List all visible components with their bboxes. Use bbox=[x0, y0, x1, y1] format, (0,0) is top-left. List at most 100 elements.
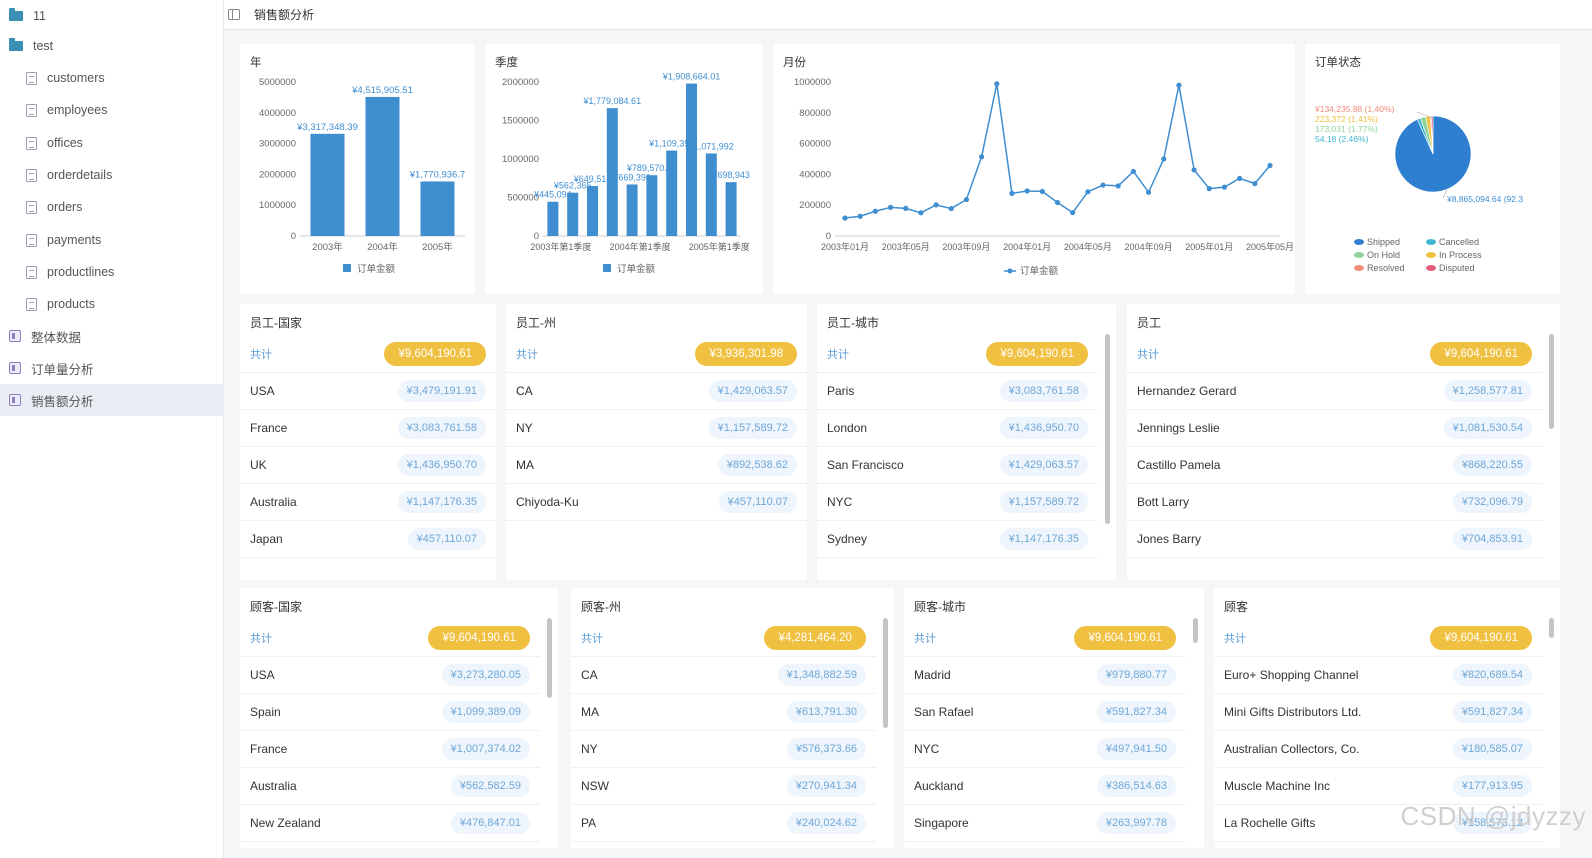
table-row[interactable]: MA ¥613,791.30 bbox=[571, 694, 876, 731]
table-row[interactable]: Chiyoda-Ku ¥457,110.07 bbox=[506, 484, 807, 521]
data-point[interactable] bbox=[857, 213, 863, 219]
data-point[interactable] bbox=[1115, 183, 1121, 189]
data-point[interactable] bbox=[918, 210, 924, 216]
sidebar-item-products[interactable]: products bbox=[0, 288, 224, 320]
data-point[interactable] bbox=[1161, 156, 1167, 162]
table-row[interactable]: Australia ¥562,582.59 bbox=[240, 768, 540, 805]
data-point[interactable] bbox=[1054, 199, 1061, 206]
sidebar-item-test[interactable]: test bbox=[0, 30, 224, 62]
legend-item-on-hold[interactable]: On Hold bbox=[1354, 250, 1400, 260]
table-row[interactable]: France ¥3,083,761.58 bbox=[240, 410, 496, 447]
table-row[interactable]: UK ¥1,436,950.70 bbox=[240, 447, 496, 484]
sidebar-item-item[interactable]: 销售额分析 bbox=[0, 384, 224, 416]
bar[interactable] bbox=[547, 201, 559, 236]
table-row[interactable]: CA ¥1,348,882.59 bbox=[571, 657, 876, 694]
legend[interactable]: 订单金额 bbox=[1004, 265, 1059, 277]
sidebar-item-payments[interactable]: payments bbox=[0, 224, 224, 256]
table-row[interactable]: Bott Larry ¥732,096.79 bbox=[1127, 484, 1542, 521]
sidebar-item-offices[interactable]: offices bbox=[0, 127, 224, 159]
data-point[interactable] bbox=[1267, 162, 1273, 169]
table-row[interactable]: Jennings Leslie ¥1,081,530.54 bbox=[1127, 410, 1542, 447]
sidebar-item-orders[interactable]: orders bbox=[0, 191, 224, 223]
table-row[interactable]: USA ¥3,479,191.91 bbox=[240, 373, 496, 410]
data-point[interactable] bbox=[1191, 167, 1197, 173]
table-row[interactable]: France ¥1,007,374.02 bbox=[240, 731, 540, 768]
bar[interactable] bbox=[587, 185, 598, 236]
table-row[interactable]: New Zealand ¥476,847.01 bbox=[240, 805, 540, 842]
table-row[interactable]: USA ¥3,273,280.05 bbox=[240, 657, 540, 694]
table-row[interactable]: CA ¥1,429,063.57 bbox=[506, 373, 807, 410]
table-row[interactable]: Jones Barry ¥704,853.91 bbox=[1127, 521, 1542, 558]
data-point[interactable] bbox=[1009, 190, 1015, 196]
data-point[interactable] bbox=[1039, 188, 1045, 195]
bar[interactable] bbox=[567, 192, 579, 236]
legend[interactable]: 订单金额 bbox=[603, 263, 656, 275]
table-total-row[interactable]: 共计 ¥9,604,190.61 bbox=[817, 336, 1098, 373]
sidebar-item-orderdetails[interactable]: orderdetails bbox=[0, 159, 224, 191]
bar[interactable] bbox=[686, 83, 697, 236]
table-row[interactable]: Madrid ¥979,880.77 bbox=[904, 657, 1186, 694]
table-row[interactable]: Japan ¥457,110.07 bbox=[240, 521, 496, 558]
bar[interactable] bbox=[666, 150, 678, 236]
table-total-row[interactable]: 共计 ¥9,604,190.61 bbox=[240, 620, 540, 657]
bar[interactable] bbox=[310, 133, 345, 236]
table-row[interactable]: NY ¥576,373.66 bbox=[571, 731, 876, 768]
table-row[interactable]: San Rafael ¥591,827.34 bbox=[904, 694, 1186, 731]
table-row[interactable]: Australian Collectors, Co. ¥180,585.07 bbox=[1214, 731, 1542, 768]
data-point[interactable] bbox=[1237, 175, 1243, 181]
data-point[interactable] bbox=[1085, 189, 1091, 195]
table-row[interactable]: Paris ¥3,083,761.58 bbox=[817, 373, 1098, 410]
legend-item-in-process[interactable]: In Process bbox=[1426, 250, 1482, 260]
sidebar-toggle-icon[interactable] bbox=[228, 9, 240, 20]
bar[interactable] bbox=[420, 181, 455, 236]
sidebar-item-item[interactable]: 整体数据 bbox=[0, 320, 224, 352]
data-point[interactable] bbox=[903, 205, 909, 211]
table-total-row[interactable]: 共计 ¥9,604,190.61 bbox=[904, 620, 1186, 657]
data-point[interactable] bbox=[1024, 188, 1030, 194]
table-row[interactable]: NYC ¥1,157,589.72 bbox=[817, 484, 1098, 521]
table-row[interactable]: MA ¥892,538.62 bbox=[506, 447, 807, 484]
data-point[interactable] bbox=[1221, 184, 1228, 190]
data-point[interactable] bbox=[1252, 180, 1258, 187]
table-row[interactable]: Auckland ¥386,514.63 bbox=[904, 768, 1186, 805]
table-total-row[interactable]: 共计 ¥3,936,301.98 bbox=[506, 336, 807, 373]
table-row[interactable]: Sydney ¥1,147,176.35 bbox=[817, 521, 1098, 558]
table-row[interactable]: Spain ¥1,099,389.09 bbox=[240, 694, 540, 731]
legend[interactable]: 订单金额 bbox=[343, 263, 396, 275]
data-point[interactable] bbox=[1206, 186, 1212, 192]
scrollbar[interactable] bbox=[1549, 618, 1554, 638]
table-total-row[interactable]: 共计 ¥9,604,190.61 bbox=[240, 336, 496, 373]
data-point[interactable] bbox=[1176, 82, 1182, 88]
data-point[interactable] bbox=[1070, 210, 1076, 216]
table-total-row[interactable]: 共计 ¥4,281,464.20 bbox=[571, 620, 876, 657]
sidebar-item-11[interactable]: 11 bbox=[0, 0, 224, 32]
table-row[interactable]: Singapore ¥263,997.78 bbox=[904, 805, 1186, 842]
table-row[interactable]: NSW ¥270,941.34 bbox=[571, 768, 876, 805]
data-point[interactable] bbox=[933, 202, 939, 208]
table-row[interactable]: NYC ¥497,941.50 bbox=[904, 731, 1186, 768]
table-row[interactable]: Mini Gifts Distributors Ltd. ¥591,827.34 bbox=[1214, 694, 1542, 731]
data-point[interactable] bbox=[963, 196, 970, 203]
sidebar-item-item[interactable]: 订单量分析 bbox=[0, 352, 224, 384]
data-point[interactable] bbox=[1100, 182, 1106, 188]
bar[interactable] bbox=[626, 184, 638, 236]
sidebar-item-employees[interactable]: employees bbox=[0, 94, 224, 126]
table-row[interactable]: Hernandez Gerard ¥1,258,577.81 bbox=[1127, 373, 1542, 410]
scrollbar[interactable] bbox=[547, 618, 552, 698]
sidebar-item-customers[interactable]: customers bbox=[0, 62, 224, 94]
table-row[interactable]: La Rochelle Gifts ¥158,573.12 bbox=[1214, 805, 1542, 842]
scrollbar[interactable] bbox=[1105, 334, 1110, 524]
data-point[interactable] bbox=[994, 81, 1000, 87]
scrollbar[interactable] bbox=[883, 618, 888, 728]
table-row[interactable]: London ¥1,436,950.70 bbox=[817, 410, 1098, 447]
table-row[interactable]: Muscle Machine Inc ¥177,913.95 bbox=[1214, 768, 1542, 805]
table-total-row[interactable]: 共计 ¥9,604,190.61 bbox=[1127, 336, 1542, 373]
table-row[interactable]: Euro+ Shopping Channel ¥820,689.54 bbox=[1214, 657, 1542, 694]
data-point[interactable] bbox=[842, 215, 848, 221]
table-row[interactable]: PA ¥240,024.62 bbox=[571, 805, 876, 842]
bar[interactable] bbox=[705, 153, 717, 236]
data-point[interactable] bbox=[979, 154, 985, 160]
scrollbar[interactable] bbox=[1549, 334, 1554, 429]
data-point[interactable] bbox=[872, 208, 878, 214]
legend-item-shipped[interactable]: Shipped bbox=[1354, 237, 1400, 247]
